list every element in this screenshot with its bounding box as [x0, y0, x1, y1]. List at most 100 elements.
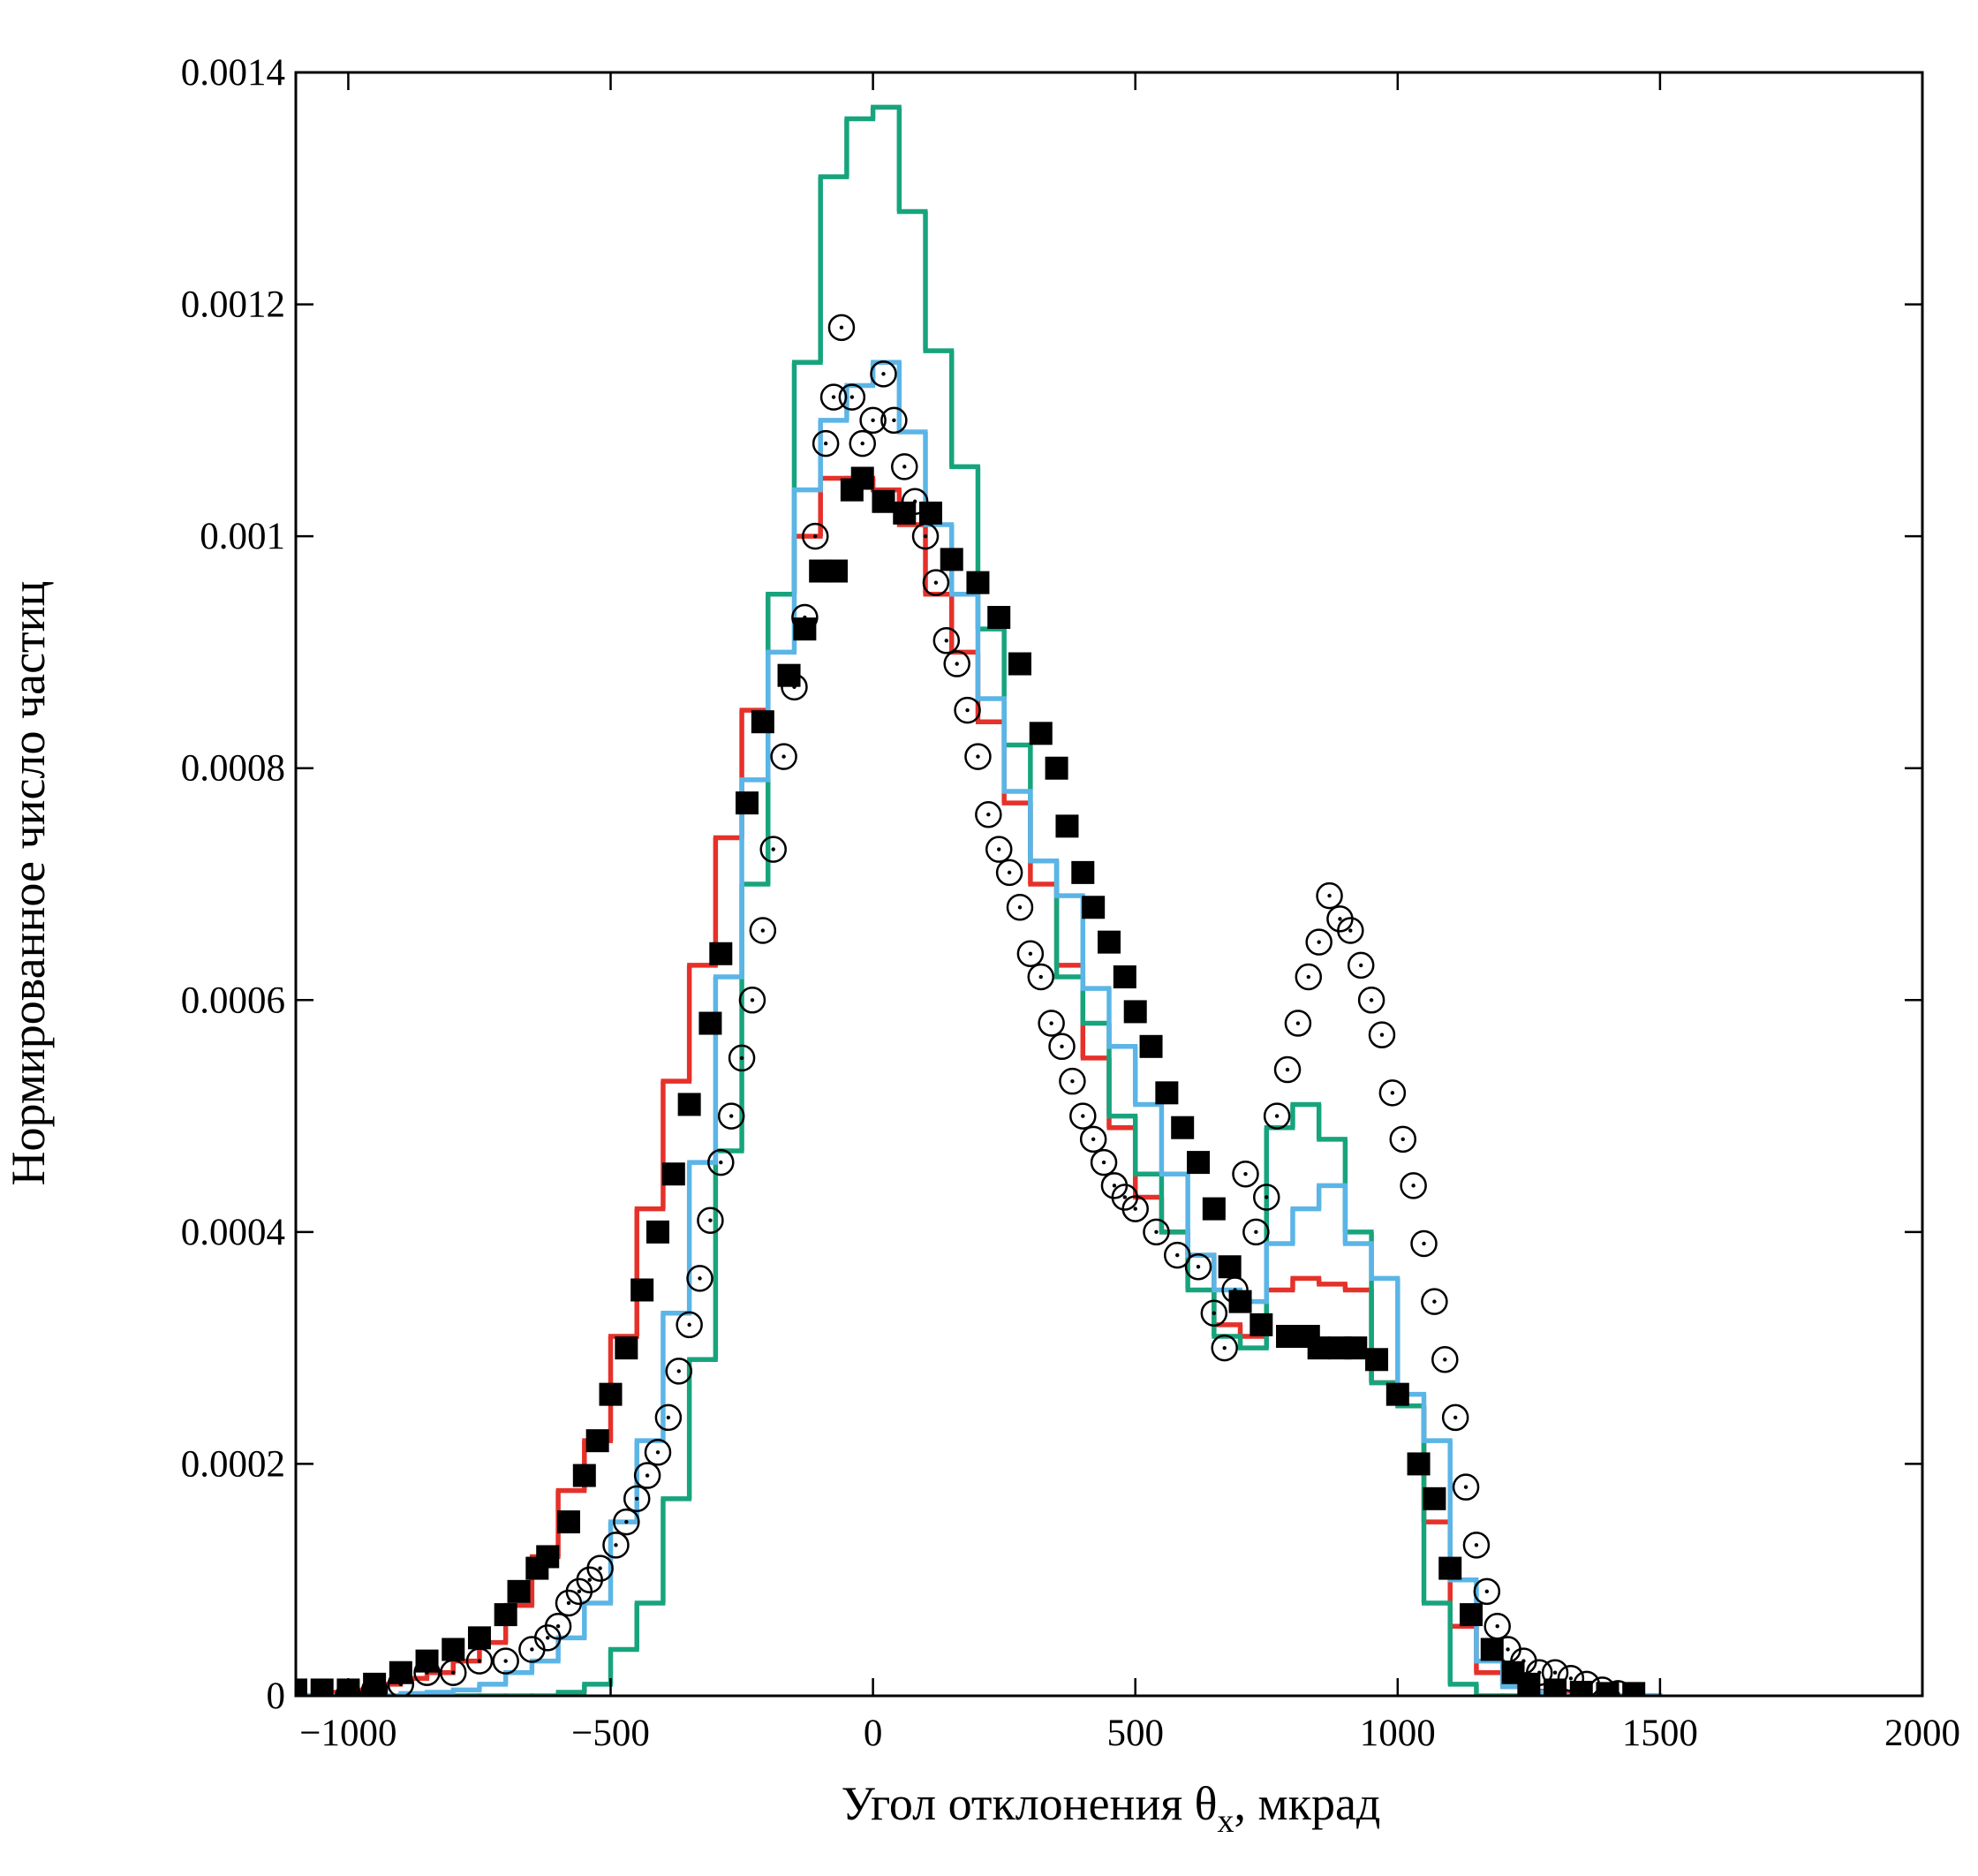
circle-marker: [1389, 1125, 1416, 1154]
circle-marker: [932, 627, 961, 654]
square-marker: [709, 942, 733, 965]
x-tick-label: 500: [1106, 1713, 1164, 1754]
circle-marker-part: [1552, 1670, 1558, 1675]
circle-marker: [1090, 1148, 1118, 1176]
circle-marker-part: [1432, 1299, 1437, 1304]
circle-marker: [964, 743, 992, 770]
circle-marker: [707, 1148, 735, 1176]
square-marker: [1438, 1556, 1462, 1580]
circle-marker-part: [717, 1102, 745, 1130]
circle-marker-part: [1070, 1078, 1075, 1084]
circle-marker: [1121, 1195, 1149, 1222]
circle-marker: [1462, 1532, 1491, 1559]
circle-marker-part: [922, 569, 950, 596]
circle-marker-part: [1378, 1079, 1407, 1107]
square-marker: [442, 1638, 465, 1661]
circle-marker-part: [902, 465, 907, 469]
circle-marker-part: [911, 522, 940, 550]
circle-marker-part: [1254, 1229, 1258, 1235]
circle-marker: [1253, 1184, 1280, 1211]
y-tick-label: 0.0008: [181, 748, 285, 790]
circle-marker-part: [708, 1218, 713, 1222]
circle-marker: [1184, 1252, 1212, 1281]
circle-marker-part: [1295, 963, 1323, 991]
circle-marker-part: [1400, 1172, 1427, 1199]
square-marker: [599, 1382, 623, 1406]
x-tick-label: 1500: [1622, 1713, 1698, 1754]
circle-marker-part: [1521, 1659, 1526, 1663]
square-marker: [310, 1678, 334, 1696]
circle-marker-part: [633, 1462, 661, 1489]
circle-marker: [901, 488, 929, 516]
circle-marker-part: [697, 1207, 724, 1234]
circle-marker-part: [1473, 1577, 1501, 1606]
circle-marker-part: [749, 917, 777, 944]
circle-marker: [1378, 1079, 1407, 1107]
circle-marker-part: [1306, 974, 1310, 980]
square-marker: [677, 1093, 701, 1116]
square-marker: [1071, 860, 1095, 884]
circle-marker-part: [839, 325, 844, 330]
circle-marker-part: [1589, 1676, 1616, 1696]
circle-marker: [717, 1102, 745, 1130]
circle-marker-part: [644, 1439, 672, 1466]
square-marker: [736, 791, 759, 815]
circle-marker: [1316, 881, 1343, 910]
circle-marker-part: [859, 406, 887, 435]
circle-marker-part: [1163, 1241, 1191, 1269]
circle-marker-part: [1069, 1102, 1097, 1130]
circle-marker-part: [870, 360, 897, 388]
circle-marker-part: [823, 441, 828, 446]
circle-marker-part: [1452, 1473, 1480, 1501]
circle-marker: [1431, 1346, 1459, 1373]
circle-marker: [1284, 1010, 1312, 1037]
circle-marker-part: [1101, 1160, 1106, 1165]
square-marker: [1423, 1486, 1446, 1510]
circle-marker-part: [1347, 951, 1375, 980]
circle-marker: [623, 1485, 651, 1513]
square-marker: [1365, 1348, 1389, 1372]
circle-marker: [1452, 1473, 1480, 1501]
circle-marker-part: [739, 1055, 744, 1061]
circle-marker-part: [1390, 1091, 1395, 1095]
circle-marker-part: [997, 847, 1001, 851]
circle-marker-part: [738, 987, 766, 1014]
circle-marker-part: [1121, 1195, 1149, 1222]
circle-marker-part: [544, 1612, 572, 1640]
circle-marker-part: [759, 836, 787, 863]
circle-marker-part: [1263, 1102, 1291, 1130]
circle-marker: [413, 1659, 441, 1686]
circle-marker-part: [1028, 951, 1033, 956]
circle-marker-part: [1431, 1346, 1459, 1373]
x-axis-label-text: Угол отклонения θ: [842, 1777, 1218, 1830]
circle-marker: [1006, 894, 1034, 921]
circle-marker: [1400, 1172, 1427, 1199]
y-tick-label: 0.0014: [181, 52, 285, 94]
circle-marker: [819, 383, 848, 411]
circle-marker: [1441, 1403, 1469, 1432]
circle-marker-part: [676, 1369, 681, 1373]
circle-marker-part: [1284, 1010, 1312, 1037]
circle-marker-part: [602, 1532, 630, 1559]
circle-marker-part: [1305, 928, 1333, 956]
circle-marker: [880, 406, 908, 435]
square-marker: [494, 1603, 517, 1627]
circle-marker-part: [923, 533, 928, 539]
square-marker: [1155, 1081, 1179, 1105]
y-tick-label: 0.0002: [181, 1443, 285, 1485]
y-tick-label: 0.0012: [181, 284, 285, 326]
square-marker: [1171, 1116, 1195, 1139]
circle-marker-part: [698, 1276, 702, 1281]
circle-marker-part: [586, 1555, 614, 1582]
square-marker: [661, 1162, 685, 1186]
square-marker: [987, 606, 1011, 630]
circle-marker-part: [838, 383, 866, 411]
circle-marker-part: [1541, 1659, 1569, 1686]
circle-marker-part: [1285, 1067, 1290, 1072]
square-marker: [363, 1672, 387, 1696]
circle-marker-part: [1338, 917, 1342, 921]
square-marker: [572, 1464, 596, 1487]
circle-marker-part: [1317, 940, 1321, 944]
circle-marker-part: [465, 1647, 494, 1675]
square-marker: [1187, 1151, 1211, 1175]
